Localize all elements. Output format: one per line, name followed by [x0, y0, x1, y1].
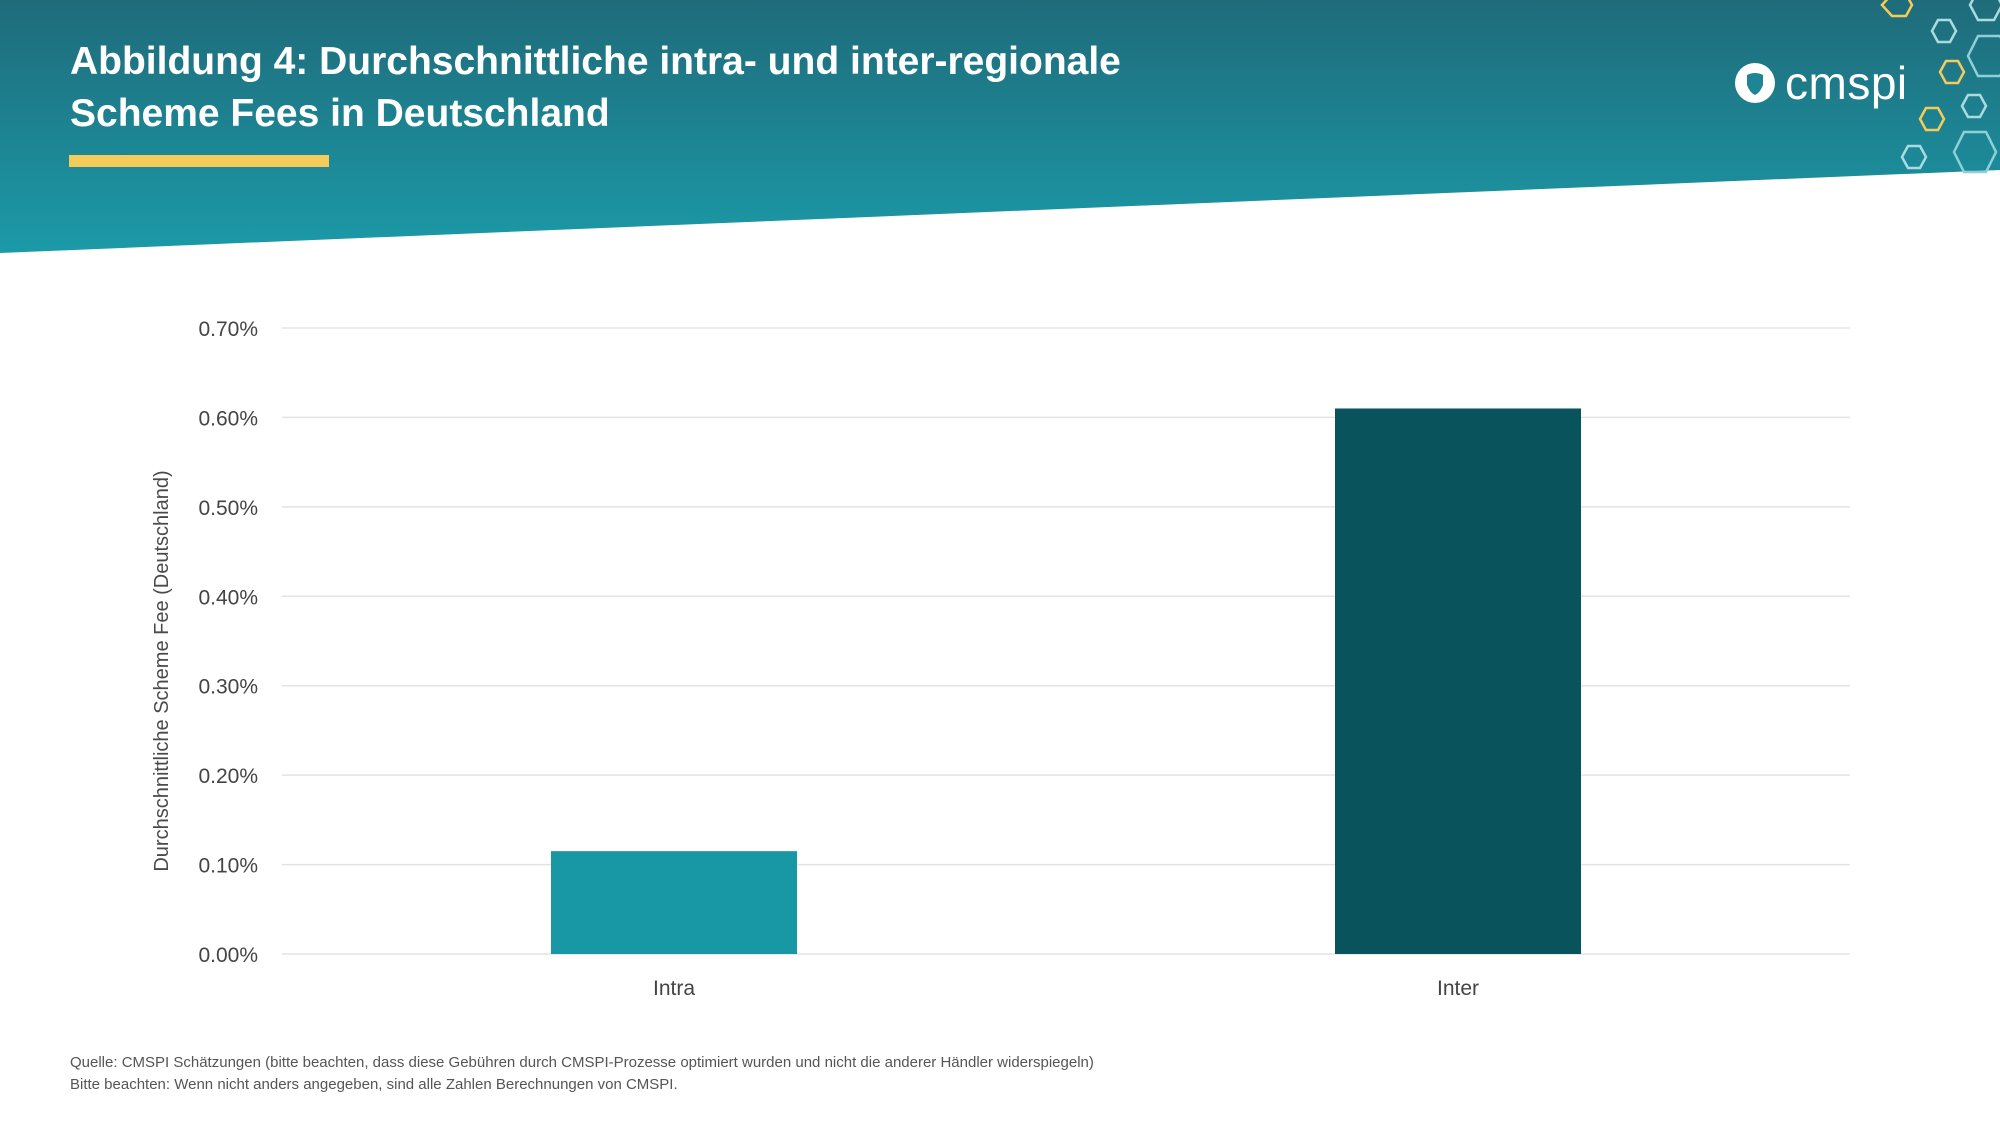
y-tick-label: 0.50%	[198, 497, 258, 520]
footnote: Quelle: CMSPI Schätzungen (bitte beachte…	[70, 1052, 1094, 1096]
x-tick-label: Inter	[1437, 977, 1479, 1000]
y-axis-label: Durchschnittliche Scheme Fee (Deutschlan…	[151, 470, 173, 871]
cmspi-logo-icon	[1735, 63, 1775, 103]
title-line-1: Abbildung 4: Durchschnittliche intra- un…	[70, 40, 1121, 83]
bar-intra	[551, 851, 797, 954]
bar-inter	[1335, 408, 1581, 954]
y-tick-label: 0.00%	[198, 944, 258, 967]
cmspi-logo: cmspi	[1733, 57, 1908, 109]
x-tick-label: Intra	[653, 977, 695, 1000]
logo-text: cmspi	[1785, 57, 1908, 109]
title-underline	[69, 155, 329, 167]
y-axis-tick-labels: 0.00% 0.10% 0.20% 0.30% 0.40% 0.50% 0.60% 0.70%	[198, 318, 258, 967]
header-banner	[0, 0, 2000, 253]
y-tick-label: 0.60%	[198, 407, 258, 430]
y-tick-label: 0.10%	[198, 855, 258, 878]
calculation-note: Bitte beachten: Wenn nicht anders angege…	[70, 1076, 678, 1093]
chart-title: Abbildung 4: Durchschnittliche intra- un…	[70, 36, 1270, 140]
bar-chart: 0.00% 0.10% 0.20% 0.30% 0.40% 0.50% 0.60% 0.70%…	[151, 318, 1850, 1000]
y-tick-label: 0.30%	[198, 676, 258, 699]
y-tick-label: 0.40%	[198, 586, 258, 609]
title-line-2: Scheme Fees in Deutschland	[70, 92, 610, 135]
source-note: Quelle: CMSPI Schätzungen (bitte beachte…	[70, 1054, 1094, 1071]
gridlines	[282, 327, 1850, 955]
y-tick-label: 0.20%	[198, 765, 258, 788]
y-tick-label: 0.70%	[198, 318, 258, 341]
hexagon-pattern-decoration	[1880, 0, 2000, 174]
bars	[551, 408, 1581, 954]
x-axis-tick-labels: Intra Inter	[653, 977, 1479, 1000]
